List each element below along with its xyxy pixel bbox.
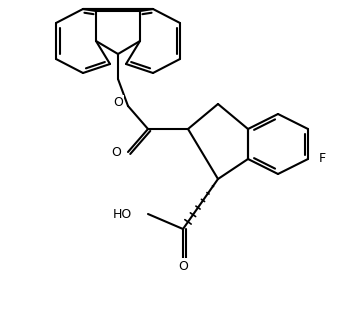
Text: O: O [178, 260, 188, 272]
Text: O: O [113, 97, 123, 110]
Text: F: F [319, 153, 326, 166]
Text: O: O [111, 145, 121, 158]
Text: HO: HO [113, 207, 132, 221]
